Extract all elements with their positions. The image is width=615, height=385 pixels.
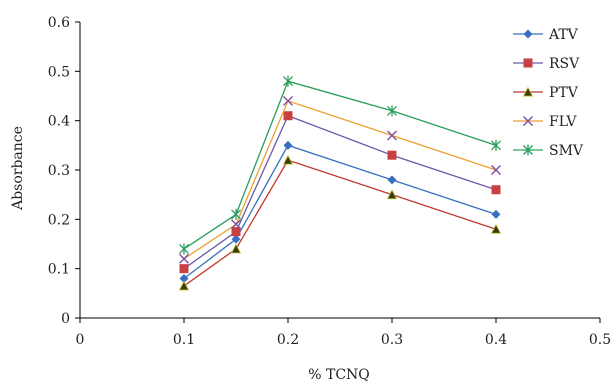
data-point-rsv: [491, 185, 501, 195]
marker-stroke: [179, 253, 189, 264]
data-point-smv: [179, 243, 189, 255]
legend-label: SMV: [549, 143, 584, 159]
legend-marker: [523, 144, 533, 156]
data-point-ptv: [230, 243, 242, 254]
legend-marker: [522, 86, 534, 97]
series-line-smv: [183, 80, 497, 250]
series-rsv: [179, 111, 501, 274]
series-line-ptv: [183, 159, 497, 287]
marker-stroke: [523, 116, 533, 126]
y-tick-label: 0.2: [48, 212, 70, 228]
y-tick-label: 0.1: [48, 262, 70, 278]
data-point-atv: [179, 274, 189, 284]
axes: 0 0.1 0.2 0.3 0.4 0.5 0.6 0 0.1 0.2 0.3 0.4 0.5: [48, 15, 611, 348]
x-tick-label: 0.4: [485, 332, 507, 348]
legend-marker: [523, 116, 533, 126]
series-line-rsv: [183, 114, 497, 270]
data-point-ptv: [178, 280, 190, 291]
data-point-ptv: [490, 223, 502, 234]
data-point-rsv: [283, 111, 293, 121]
data-point-ptv: [386, 189, 398, 200]
marker-stroke: [231, 219, 241, 230]
legend-item-flv: FLV: [513, 114, 577, 130]
data-point-flv: [491, 165, 501, 175]
legend-marker: [523, 58, 533, 68]
series-smv: [179, 75, 501, 255]
y-tick-label: 0: [61, 311, 70, 327]
legend-label: PTV: [549, 85, 579, 101]
x-tick-label: 0.1: [173, 332, 195, 348]
data-point-atv: [283, 140, 293, 150]
series-ptv: [178, 154, 502, 291]
legend-item-ptv: PTV: [513, 85, 579, 101]
x-tick-label: 0.5: [589, 332, 611, 348]
series-atv: [179, 140, 501, 284]
data-point-atv: [491, 209, 501, 219]
legend-item-atv: ATV: [513, 27, 579, 43]
marker-stroke: [283, 95, 293, 106]
data-point-smv: [283, 75, 293, 87]
data-point-flv: [283, 95, 293, 106]
data-point-flv: [179, 253, 189, 264]
data-point-atv: [387, 175, 397, 185]
x-tick-label: 0.3: [381, 332, 403, 348]
data-point-ptv: [282, 154, 294, 165]
legend-item-smv: SMV: [513, 143, 584, 159]
y-axis-label: Absorbance: [10, 126, 26, 211]
data-point-rsv: [179, 264, 189, 274]
data-point-rsv: [231, 227, 241, 237]
legend-label: RSV: [549, 56, 580, 72]
data-point-rsv: [387, 150, 397, 160]
data-point-smv: [231, 208, 241, 220]
legend: ATV RSV PTV FLV SMV: [513, 27, 584, 159]
legend-item-rsv: RSV: [513, 56, 580, 72]
data-point-smv: [387, 105, 397, 117]
x-tick-label: 0.2: [277, 332, 299, 348]
data-point-atv: [231, 234, 241, 244]
x-tick-label: 0: [76, 332, 85, 348]
series-flv: [179, 95, 501, 264]
y-tick-label: 0.3: [48, 163, 70, 179]
series-layer: [178, 75, 502, 291]
legend-marker: [523, 29, 533, 39]
legend-label: FLV: [549, 114, 577, 130]
data-point-smv: [491, 139, 501, 151]
y-tick-label: 0.6: [48, 15, 70, 31]
marker-stroke: [387, 130, 397, 141]
data-point-flv: [231, 219, 241, 230]
marker-stroke: [491, 165, 501, 175]
y-tick-label: 0.4: [48, 114, 70, 130]
x-axis-label: % TCNQ: [308, 367, 370, 383]
series-line-atv: [183, 144, 497, 280]
data-point-flv: [387, 130, 397, 141]
legend-label: ATV: [548, 27, 579, 43]
y-tick-label: 0.5: [48, 64, 70, 80]
